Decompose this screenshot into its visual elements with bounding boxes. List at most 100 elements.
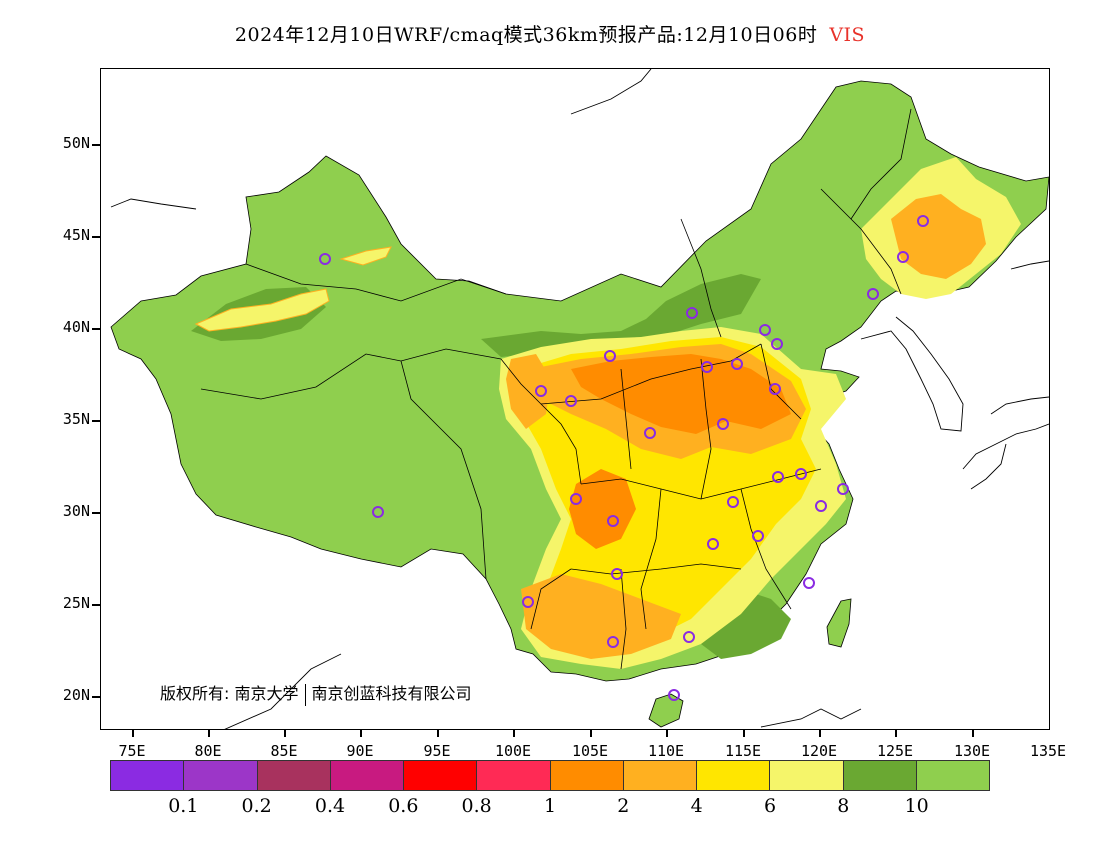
lat-tick bbox=[92, 420, 100, 422]
city-marker bbox=[611, 568, 623, 580]
city-marker bbox=[570, 493, 582, 505]
lat-tick bbox=[92, 328, 100, 330]
legend-label: 10 bbox=[904, 795, 929, 817]
lon-label-95e: 95E bbox=[423, 742, 451, 760]
lat-label-40n: 40N bbox=[62, 318, 90, 336]
city-marker bbox=[522, 596, 534, 608]
city-marker bbox=[319, 253, 331, 265]
lon-label-75e: 75E bbox=[118, 742, 146, 760]
legend-swatch bbox=[916, 761, 989, 790]
lon-tick bbox=[284, 730, 286, 737]
city-marker bbox=[752, 530, 764, 542]
city-marker bbox=[565, 395, 577, 407]
lon-tick bbox=[360, 730, 362, 737]
city-marker bbox=[771, 338, 783, 350]
orange-region-guangxi bbox=[521, 574, 681, 659]
city-marker bbox=[759, 324, 771, 336]
city-marker bbox=[897, 251, 909, 263]
lon-tick bbox=[590, 730, 592, 737]
orange-region-sichuan bbox=[569, 469, 636, 549]
legend-label: 2 bbox=[617, 795, 630, 817]
city-marker bbox=[707, 538, 719, 550]
lat-label-45n: 45N bbox=[62, 226, 90, 244]
lat-tick bbox=[92, 512, 100, 514]
neighbor-coastlines bbox=[110, 69, 1049, 729]
map-canvas bbox=[110, 69, 1049, 729]
city-markers bbox=[319, 215, 929, 701]
legend-swatch bbox=[623, 761, 697, 790]
lon-tick bbox=[895, 730, 897, 737]
lon-tick bbox=[208, 730, 210, 737]
lon-tick bbox=[666, 730, 668, 737]
orange-region-north-core bbox=[571, 354, 791, 434]
lat-tick bbox=[92, 236, 100, 238]
legend-swatch bbox=[843, 761, 917, 790]
city-marker bbox=[701, 361, 713, 373]
legend-label: 0.1 bbox=[168, 795, 199, 817]
lon-tick bbox=[437, 730, 439, 737]
legend-label: 6 bbox=[763, 795, 777, 817]
city-marker bbox=[867, 288, 879, 300]
city-marker bbox=[717, 418, 729, 430]
city-marker bbox=[727, 496, 739, 508]
legend-swatch bbox=[330, 761, 404, 790]
lat-label-25n: 25N bbox=[62, 594, 90, 612]
dark-green-band-north bbox=[481, 274, 761, 357]
lat-tick bbox=[92, 604, 100, 606]
city-marker bbox=[604, 350, 616, 362]
xinjiang-lake-strip bbox=[339, 246, 392, 266]
title-variable: VIS bbox=[829, 24, 866, 46]
lat-label-50n: 50N bbox=[62, 134, 90, 152]
city-marker bbox=[815, 500, 827, 512]
legend-swatch bbox=[184, 761, 258, 790]
city-marker bbox=[644, 427, 656, 439]
legend-swatch bbox=[550, 761, 624, 790]
lat-label-30n: 30N bbox=[62, 502, 90, 520]
copyright-org1: 南京大学 bbox=[234, 684, 299, 703]
legend-label: 8 bbox=[837, 795, 850, 817]
copyright-org2: 南京创蓝科技有限公司 bbox=[311, 684, 472, 703]
lon-tick bbox=[819, 730, 821, 737]
northeast-orange-patch bbox=[891, 194, 986, 279]
map-title: 2024年12月10日WRF/cmaq模式36km预报产品:12月10日06时 V… bbox=[0, 20, 1100, 47]
lon-label-130e: 130E bbox=[953, 742, 991, 760]
legend-swatch bbox=[770, 761, 844, 790]
city-marker bbox=[372, 506, 384, 518]
city-marker bbox=[686, 307, 698, 319]
legend-label: 0.4 bbox=[314, 795, 346, 817]
city-marker bbox=[837, 483, 849, 495]
lon-label-90e: 90E bbox=[346, 742, 374, 760]
legend-label: 1 bbox=[543, 795, 557, 817]
city-marker bbox=[731, 358, 743, 370]
map-panel bbox=[100, 68, 1050, 730]
title-main: 2024年12月10日WRF/cmaq模式36km预报产品:12月10日06时 bbox=[234, 24, 818, 46]
copyright-notice: 版权所有: 南京大学 南京创蓝科技有限公司 bbox=[160, 680, 472, 706]
lon-label-105e: 105E bbox=[571, 742, 609, 760]
lon-tick bbox=[132, 730, 134, 737]
city-marker bbox=[668, 689, 680, 701]
lat-label-20n: 20N bbox=[62, 686, 90, 704]
legend-label: 0.8 bbox=[461, 795, 492, 817]
city-marker bbox=[535, 385, 547, 397]
legend-swatch bbox=[111, 761, 185, 790]
legend-swatch bbox=[257, 761, 331, 790]
copyright-owner: 版权所有: bbox=[160, 684, 230, 703]
lon-label-80e: 80E bbox=[194, 742, 222, 760]
color-legend bbox=[110, 760, 990, 791]
legend-swatch bbox=[697, 761, 771, 790]
xinjiang-yellow-strip bbox=[194, 288, 330, 332]
city-marker bbox=[607, 636, 619, 648]
lon-tick bbox=[743, 730, 745, 737]
lon-label-120e: 120E bbox=[800, 742, 838, 760]
city-marker bbox=[769, 383, 781, 395]
legend-label: 0.2 bbox=[241, 795, 272, 817]
lat-label-35n: 35N bbox=[62, 410, 90, 428]
lat-tick bbox=[92, 696, 100, 698]
legend-label: 4 bbox=[690, 795, 703, 817]
lon-tick bbox=[513, 730, 515, 737]
hainan-island bbox=[648, 693, 684, 728]
lon-label-125e: 125E bbox=[876, 742, 914, 760]
lon-label-115e: 115E bbox=[724, 742, 762, 760]
lon-label-135e: 135E bbox=[1029, 742, 1067, 760]
taiwan-island bbox=[826, 598, 852, 648]
